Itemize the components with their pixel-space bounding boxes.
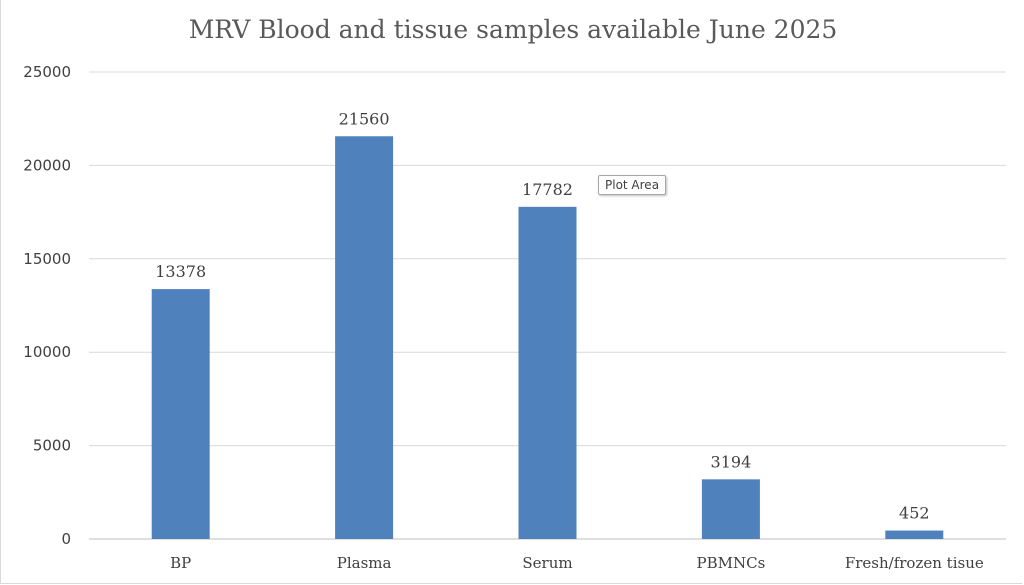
- data-label: 452: [899, 504, 930, 523]
- bar-serum: [518, 206, 577, 539]
- y-axis-ticks: 0 5000 10000 15000 20000 25000: [23, 63, 71, 548]
- y-tick-label: 20000: [23, 156, 71, 174]
- bar-bp: [151, 289, 210, 539]
- x-tick-label: PBMNCs: [697, 554, 766, 572]
- x-axis-ticks: BP Plasma Serum PBMNCs Fresh/frozen tisue: [170, 554, 984, 572]
- x-tick-label: Plasma: [337, 554, 392, 572]
- x-tick-label: Fresh/frozen tisue: [845, 554, 984, 572]
- plot-area-tooltip: Plot Area: [598, 175, 667, 195]
- data-labels: 13378 21560 17782 3194 452: [155, 109, 929, 522]
- y-tick-label: 25000: [23, 63, 71, 81]
- x-tick-label: Serum: [522, 554, 572, 572]
- y-tick-label: 10000: [23, 343, 71, 361]
- data-label: 3194: [711, 452, 752, 471]
- data-label: 21560: [339, 109, 390, 128]
- bars: [151, 136, 944, 539]
- bar-fresh-frozen-tisue: [885, 530, 944, 539]
- y-tick-label: 5000: [33, 437, 71, 455]
- bar-pbmncs: [701, 479, 760, 539]
- data-label: 17782: [522, 180, 573, 199]
- data-label: 13378: [155, 262, 206, 281]
- bar-plasma: [335, 136, 394, 539]
- y-tick-label: 15000: [23, 250, 71, 268]
- chart-title: MRV Blood and tissue samples available J…: [189, 15, 838, 44]
- y-tick-label: 0: [61, 530, 71, 548]
- x-tick-label: BP: [170, 554, 191, 572]
